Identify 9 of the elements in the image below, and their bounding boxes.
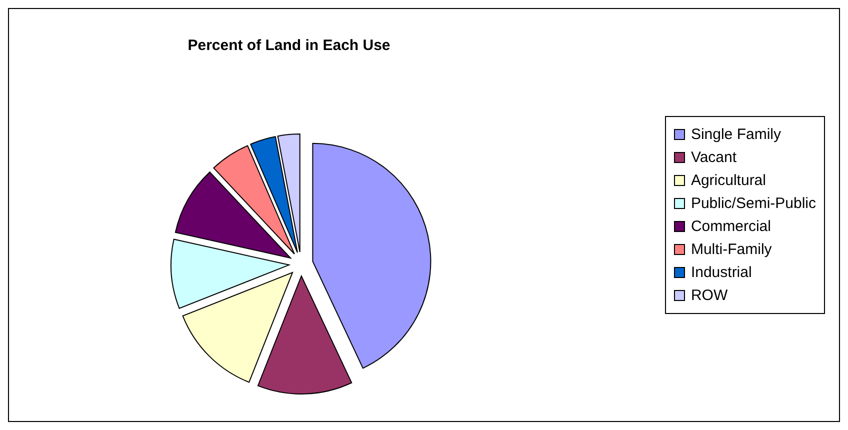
legend-label: Vacant (690, 148, 737, 168)
legend-label: Industrial (690, 263, 752, 283)
legend-label: Multi-Family (690, 240, 772, 260)
legend-label: Single Family (690, 125, 781, 145)
chart-title: Percent of Land in Each Use (186, 37, 392, 54)
legend-label: Public/Semi-Public (690, 194, 816, 214)
legend-label: Agricultural (690, 171, 766, 191)
legend-label: Commercial (690, 217, 771, 237)
legend-label: ROW (690, 286, 728, 306)
